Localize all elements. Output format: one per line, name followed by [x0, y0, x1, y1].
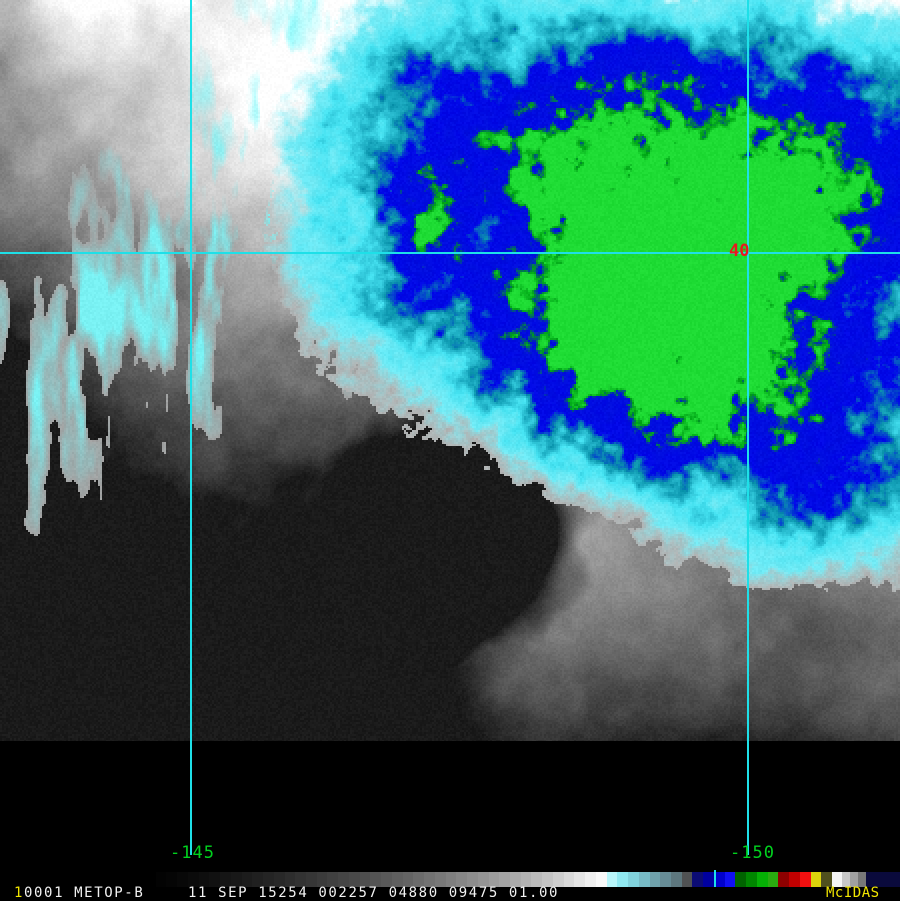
image-timestamp-label: 11 SEP 15254 002257 04880 09475 01.00 — [188, 885, 560, 901]
status-bar: 1 0001 METOP-B 11 SEP 15254 002257 04880… — [0, 886, 900, 900]
grid-line-longitude-145 — [190, 0, 192, 855]
grid-line-longitude-150 — [747, 0, 749, 855]
product-label: 0001 METOP-B — [24, 885, 145, 901]
latitude-label-40: 40 — [729, 241, 750, 261]
longitude-label-145: -145 — [170, 843, 215, 863]
longitude-label-150: -150 — [730, 843, 775, 863]
enhancement-bar-tick-marker — [714, 870, 716, 887]
enhancement-color-bar[interactable] — [145, 872, 900, 887]
frame-number-label: 1 — [14, 885, 25, 901]
satellite-image[interactable] — [0, 0, 900, 741]
satellite-image-canvas — [0, 0, 900, 741]
mcidas-brand-label: McIDAS — [826, 885, 880, 901]
grid-line-latitude-40 — [0, 252, 900, 254]
enhancement-color-bar-canvas — [145, 872, 900, 887]
